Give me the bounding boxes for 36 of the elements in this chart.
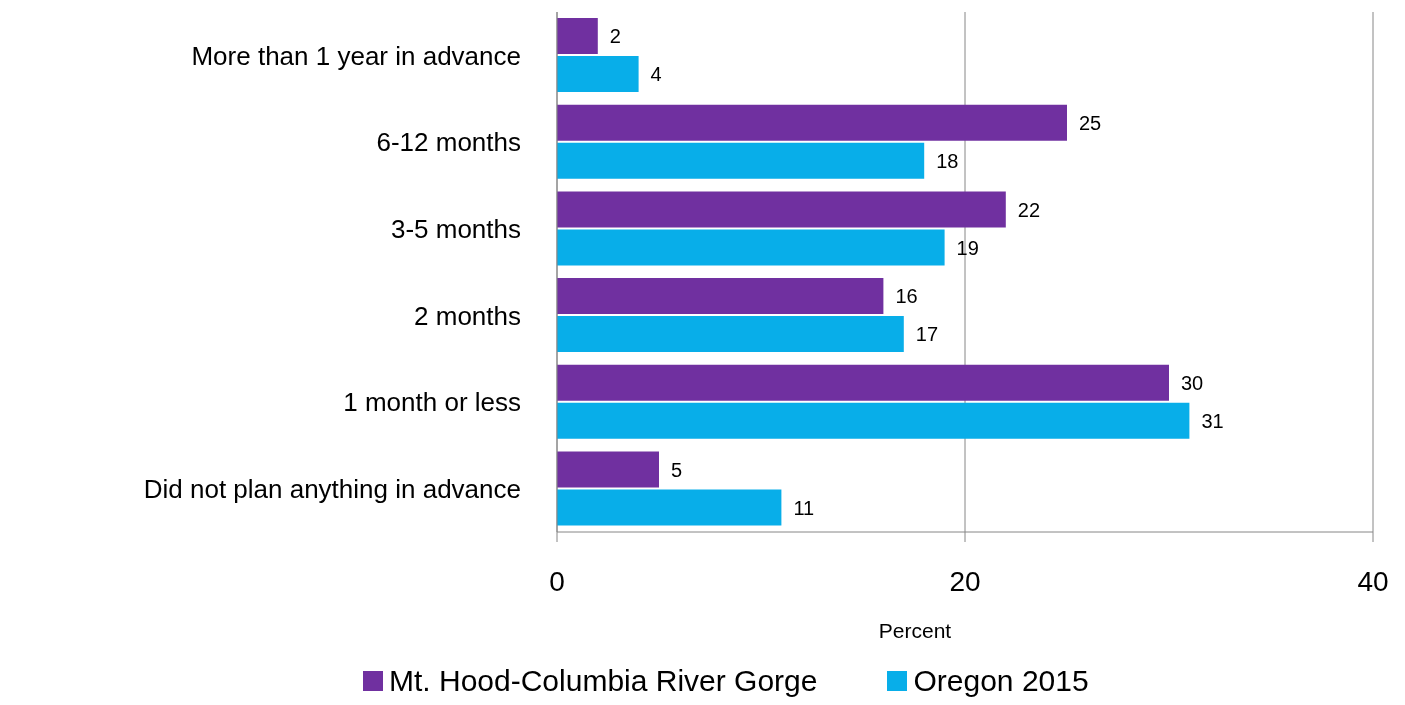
data-label: 17	[915, 323, 939, 346]
data-label: 18	[936, 149, 959, 172]
data-label: 30	[1181, 371, 1204, 394]
bar	[557, 142, 925, 179]
x-tick-label: 0	[549, 565, 565, 597]
y-tick-label: More than 1 year in advance	[191, 40, 521, 71]
data-label: 25	[1079, 111, 1102, 134]
data-label: 22	[1017, 198, 1041, 221]
bar	[557, 402, 1190, 439]
legend-label: Mt. Hood-Columbia River Gorge	[389, 664, 818, 698]
bar	[557, 191, 1006, 228]
bar	[557, 451, 659, 488]
bar	[557, 364, 1169, 401]
data-label: 4	[650, 63, 662, 86]
x-tick-label: 40	[1357, 565, 1389, 597]
x-axis-title: Percent	[878, 619, 952, 642]
x-tick-label: 20	[949, 565, 981, 597]
bar	[557, 18, 598, 55]
y-tick-label: 2 months	[414, 300, 521, 331]
data-label: 2	[609, 25, 621, 48]
data-label: 11	[793, 496, 815, 519]
bar	[557, 104, 1067, 141]
y-tick-label: 3-5 months	[390, 213, 521, 244]
bar	[557, 278, 884, 315]
data-label: 16	[895, 285, 918, 308]
y-tick-label: Did not plan anything in advance	[143, 473, 521, 504]
y-tick-label: 6-12 months	[376, 127, 521, 158]
data-label: 31	[1201, 409, 1224, 432]
data-label: 5	[671, 458, 683, 481]
bar	[557, 316, 904, 353]
data-label: 19	[956, 236, 979, 259]
bar	[557, 229, 945, 266]
legend-label: Oregon 2015	[913, 664, 1089, 698]
bar	[557, 56, 639, 93]
bar	[557, 489, 782, 526]
y-tick-label: 1 month or less	[343, 387, 521, 418]
